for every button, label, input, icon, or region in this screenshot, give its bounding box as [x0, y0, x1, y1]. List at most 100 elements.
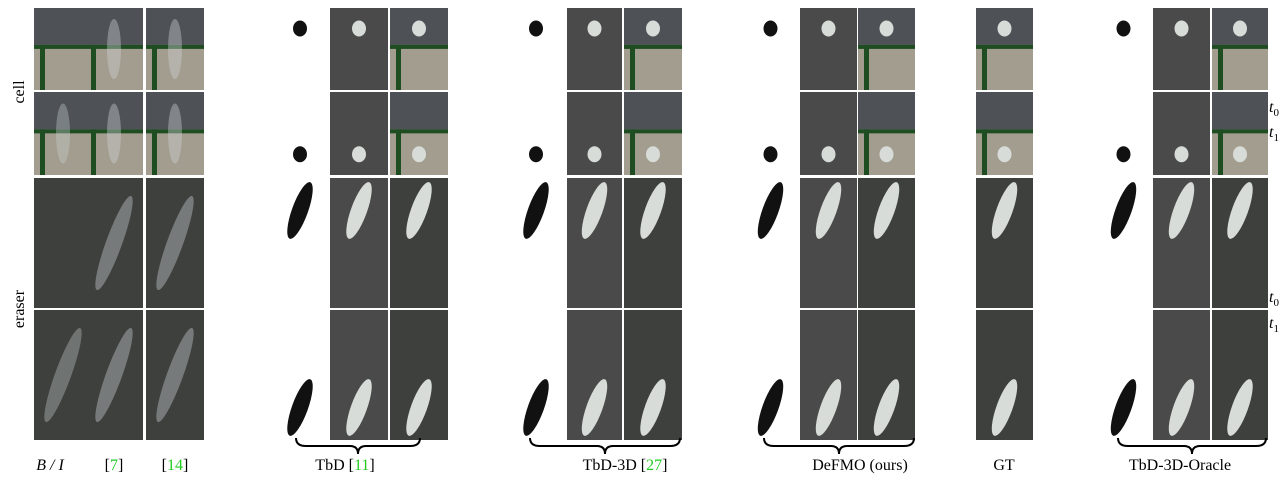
column-label: GT	[993, 457, 1015, 474]
object	[822, 21, 836, 37]
group-brace	[764, 438, 914, 454]
image-tile	[40, 129, 45, 175]
blur-streak	[107, 104, 121, 164]
image-tile	[1212, 92, 1268, 129]
column-label: DeFMO (ours)	[812, 457, 908, 474]
object	[822, 146, 836, 162]
group-brace	[296, 438, 420, 454]
group-brace	[1118, 438, 1266, 454]
object	[646, 21, 660, 37]
image-tile	[864, 129, 869, 175]
row-label: eraser	[11, 289, 28, 328]
object	[1233, 146, 1247, 162]
label-text: TbD [	[315, 457, 354, 474]
image-tile	[1153, 8, 1210, 90]
mask-blob	[293, 21, 307, 37]
label-text: ]	[662, 457, 667, 474]
group-brace	[530, 438, 680, 454]
image-tile	[507, 92, 565, 175]
image-tile	[800, 92, 857, 175]
label-text: GT	[993, 457, 1015, 474]
image-tile	[1095, 8, 1152, 90]
subscript: 0	[1273, 107, 1279, 119]
object	[1175, 146, 1189, 162]
image-tile	[864, 45, 869, 90]
object	[646, 146, 660, 162]
label-text: TbD-3D [	[583, 457, 647, 474]
object	[880, 146, 894, 162]
image-tile	[330, 92, 388, 175]
time-label: t0	[1269, 289, 1279, 309]
object	[412, 146, 426, 162]
image-tile	[858, 92, 915, 129]
image-tile	[567, 92, 622, 175]
object	[412, 21, 426, 37]
citation: 11	[354, 457, 369, 474]
image-tile	[800, 8, 857, 90]
column-label: TbD-3D-Oracle	[1129, 457, 1231, 474]
image-tile	[624, 92, 682, 129]
image-tile	[982, 129, 987, 175]
column-label: B / I	[36, 457, 64, 474]
mask-blob	[764, 146, 778, 162]
blur-streak	[107, 19, 121, 79]
image-tile	[982, 45, 987, 90]
object	[998, 21, 1012, 37]
mask-blob	[1117, 146, 1131, 162]
column-label: TbD-3D [27]	[583, 457, 668, 474]
object	[588, 21, 602, 37]
label-text: DeFMO (ours)	[812, 457, 908, 474]
object	[880, 21, 894, 37]
object	[998, 146, 1012, 162]
image-tile	[272, 8, 328, 90]
mask-blob	[529, 146, 543, 162]
label-text: ]	[369, 457, 374, 474]
image-tile	[1218, 129, 1223, 175]
image-tile	[396, 129, 401, 175]
column-label: TbD [11]	[315, 457, 374, 474]
image-tile	[976, 92, 1033, 129]
time-label: t1	[1269, 315, 1279, 335]
figure: cell eraser B / I[7][14]TbD [11]TbD-3D […	[0, 0, 1285, 477]
blur-streak	[168, 104, 182, 164]
row-label: cell	[11, 80, 28, 104]
subscript: 0	[1273, 297, 1279, 309]
object	[1233, 21, 1247, 37]
image-tile	[152, 129, 157, 175]
citation: 14	[167, 457, 183, 474]
column-labels: B / I[7][14]TbD [11]TbD-3D [27]DeFMO (ou…	[36, 457, 1231, 474]
citation: 7	[110, 457, 118, 474]
image-tile	[743, 8, 798, 90]
column-label: [14]	[162, 457, 189, 474]
image-tile	[272, 92, 328, 175]
mask-blob	[293, 146, 307, 162]
subscript: 1	[1273, 323, 1279, 335]
image-tile	[1153, 92, 1210, 175]
mask-blob	[1117, 21, 1131, 37]
image-tile	[91, 129, 96, 175]
citation: 27	[646, 457, 662, 474]
mask-blob	[529, 21, 543, 37]
image-tile	[743, 92, 798, 175]
image-tile	[390, 92, 448, 129]
image-tile	[396, 45, 401, 90]
label-text: ]	[118, 457, 123, 474]
subscript: 1	[1273, 132, 1279, 144]
image-tile	[34, 178, 92, 308]
label-text: B / I	[36, 457, 64, 474]
image-tile	[1095, 92, 1152, 175]
object	[352, 146, 366, 162]
image-tile	[91, 45, 96, 90]
image-tile	[40, 45, 45, 90]
time-label: t0	[1269, 99, 1279, 119]
image-grid	[34, 8, 1268, 454]
image-tile	[34, 8, 92, 45]
label-text: ]	[183, 457, 188, 474]
image-tile	[567, 8, 622, 90]
object	[352, 21, 366, 37]
column-label: [7]	[105, 457, 124, 474]
blur-streak	[56, 104, 70, 164]
object	[588, 146, 602, 162]
image-tile	[630, 129, 635, 175]
